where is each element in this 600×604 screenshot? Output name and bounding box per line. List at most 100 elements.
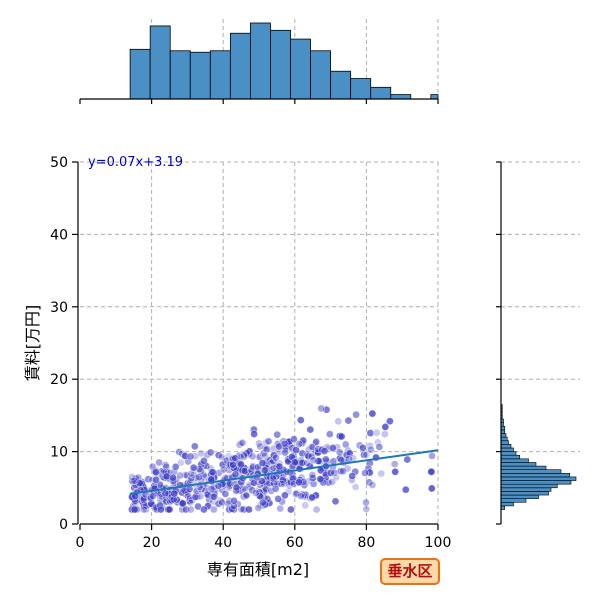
scatter-point: [332, 473, 341, 482]
scatter-point: [269, 451, 278, 460]
scatter-point: [230, 496, 238, 505]
scatter-point: [391, 467, 400, 476]
y-tick-label: 10: [50, 445, 68, 461]
x-tick-label: 40: [214, 535, 232, 551]
scatter-point: [139, 505, 148, 514]
x-hist-bar: [330, 70, 352, 100]
scatter-point: [390, 460, 399, 468]
scatter-point: [258, 459, 267, 467]
scatter-point: [260, 466, 269, 475]
x-tick-label: 60: [286, 535, 304, 551]
scatter-point: [339, 467, 347, 476]
scatter-point: [362, 505, 371, 513]
y-hist-bar: [500, 465, 547, 470]
scatter-point: [372, 428, 381, 437]
scatter-point: [296, 492, 305, 500]
scatter-point: [248, 452, 257, 461]
x-hist-bar: [370, 86, 392, 100]
scatter-point: [262, 445, 271, 454]
scatter-point: [189, 463, 198, 472]
scatter-point: [240, 466, 249, 475]
y-tick-label: 40: [50, 227, 68, 243]
scatter-point: [295, 439, 304, 448]
x-hist-bar: [189, 51, 211, 100]
scatter-point: [130, 505, 139, 514]
scatter-point: [377, 469, 386, 478]
ward-badge: 垂水区: [380, 558, 440, 585]
scatter-point: [381, 422, 390, 431]
scatter-point: [236, 453, 245, 461]
y-hist-bar: [500, 447, 514, 452]
scatter-point: [209, 505, 218, 514]
scatter-point: [334, 417, 343, 426]
scatter-point: [228, 460, 237, 469]
scatter-point: [250, 430, 258, 438]
scatter-point: [366, 445, 375, 454]
scatter-point: [238, 438, 247, 447]
scatter-point: [308, 493, 317, 502]
scatter-point: [348, 472, 357, 480]
scatter-point: [206, 448, 215, 457]
x-tick-label: 100: [425, 535, 452, 551]
y-hist-bar: [500, 483, 558, 489]
scatter-point: [301, 501, 310, 510]
x-hist-bar: [250, 22, 271, 100]
scatter-point: [331, 497, 340, 506]
scatter-point: [366, 441, 374, 450]
scatter-point: [312, 505, 321, 514]
scatter-point: [171, 462, 180, 471]
scatter-point: [280, 491, 289, 500]
scatter-point: [178, 499, 187, 508]
scatter-point: [273, 430, 282, 439]
scatter-point: [328, 443, 337, 452]
scatter-point: [201, 486, 210, 495]
y-hist-bar: [500, 458, 529, 463]
y-tick-label: 0: [59, 517, 68, 533]
scatter-point: [351, 483, 360, 491]
scatter-point: [336, 467, 345, 476]
y-axis-title: 賃料[万円]: [23, 305, 42, 382]
scatter-point: [337, 456, 346, 464]
scatter-point: [427, 467, 436, 476]
scatter-point: [155, 458, 163, 467]
scatter-point: [289, 435, 298, 444]
scatter-point: [170, 489, 179, 498]
scatter-point: [275, 462, 284, 471]
scatter-point: [296, 416, 305, 424]
scatter-point: [344, 416, 353, 425]
x-hist-bar: [270, 29, 291, 100]
scatter-point: [255, 492, 264, 500]
scatter-point: [151, 468, 160, 476]
scatter-point: [361, 469, 369, 477]
scatter-point: [317, 404, 326, 413]
right-histogram: [496, 161, 580, 525]
x-hist-bar: [209, 50, 231, 100]
x-hist-bar: [350, 78, 372, 100]
y-hist-bar: [500, 487, 552, 492]
scatter-points: [127, 404, 436, 514]
scatter-point: [358, 443, 367, 452]
scatter-point: [312, 437, 321, 446]
scatter-point: [428, 451, 436, 460]
scatter-point: [320, 447, 329, 455]
scatter-point: [368, 481, 377, 489]
scatter-point: [280, 439, 289, 448]
scatter-point: [221, 490, 230, 498]
scatter-point: [277, 480, 286, 488]
scatter-point: [308, 474, 317, 482]
scatter-point: [258, 498, 267, 507]
scatter-point: [274, 494, 282, 503]
scatter-point: [162, 472, 171, 481]
scatter-point: [190, 442, 199, 451]
scatter-point: [232, 483, 241, 492]
scatter-point: [335, 448, 344, 457]
scatter-point: [349, 454, 357, 463]
scatter-point: [254, 504, 263, 512]
scatter-point: [162, 462, 171, 471]
scatter-point: [308, 470, 317, 479]
scatter-point: [214, 481, 223, 490]
x-hist-bar: [129, 48, 151, 100]
scatter-point: [321, 455, 330, 464]
scatter-point: [176, 471, 185, 480]
scatter-point: [130, 476, 139, 485]
